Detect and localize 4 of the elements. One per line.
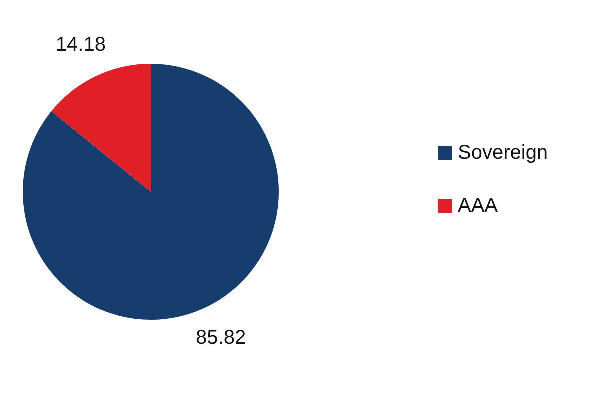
data-label: 85.82 <box>196 327 246 350</box>
legend-label: AAA <box>458 194 498 218</box>
legend-label: Sovereign <box>458 142 548 164</box>
data-label: 14.18 <box>56 34 106 56</box>
